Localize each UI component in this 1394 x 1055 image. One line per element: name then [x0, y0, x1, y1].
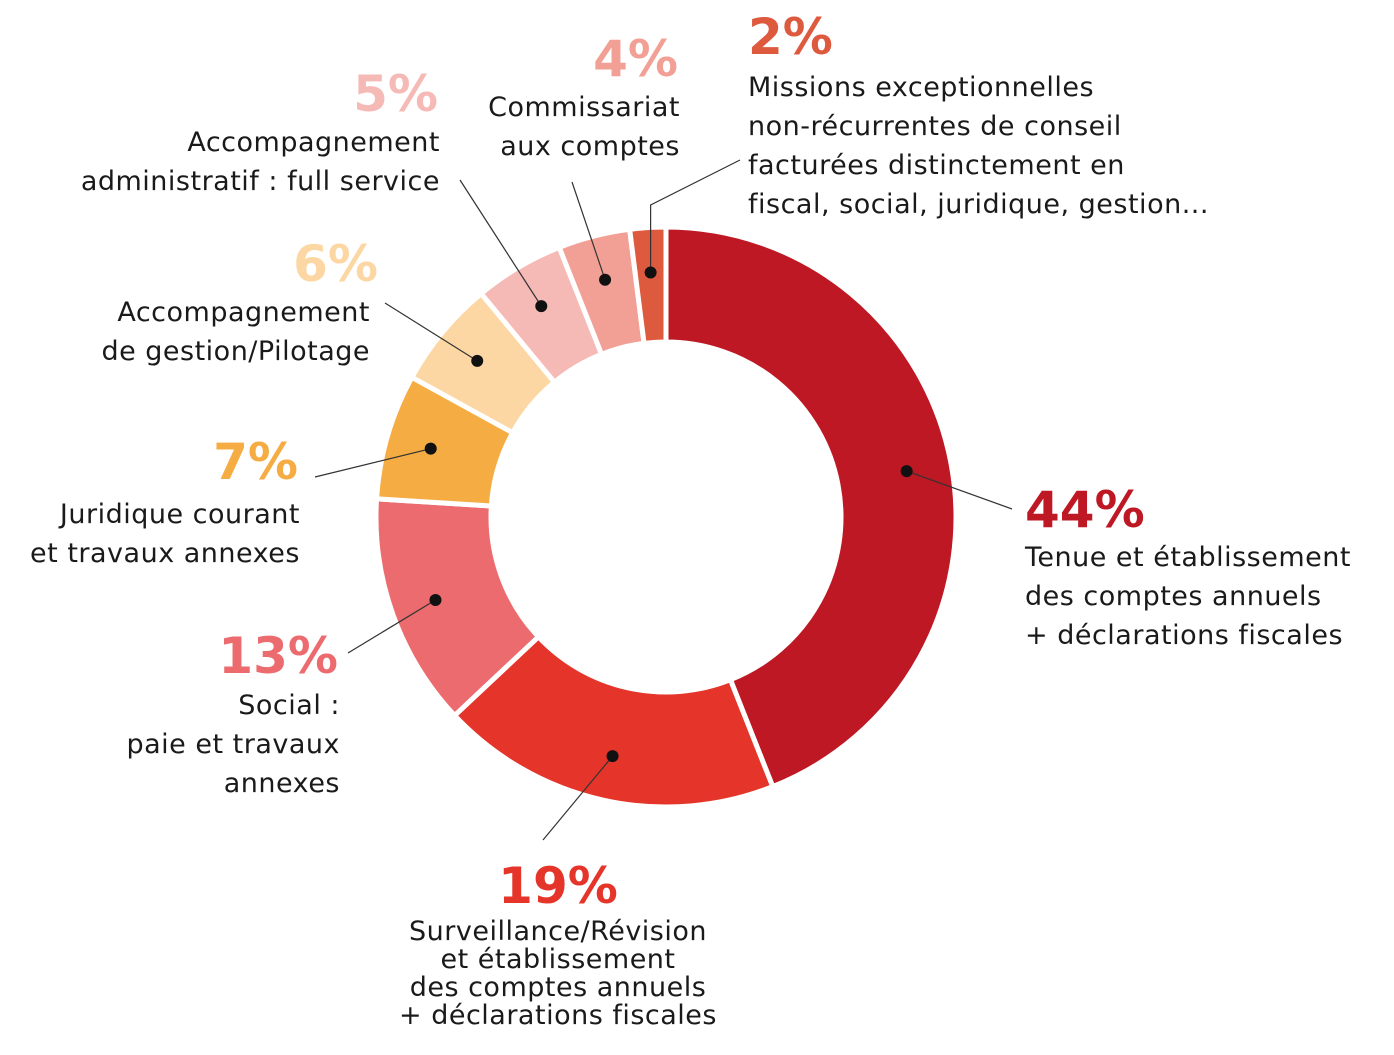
slice-label: Accompagnement administratif : full serv… — [80, 127, 440, 197]
leader-dot — [471, 354, 484, 367]
donut-slice — [626, 224, 669, 347]
slice-label: Social : paie et travaux annexes — [126, 690, 340, 799]
leader-line — [571, 181, 606, 280]
leader-line — [384, 302, 478, 362]
percent-label: 6% — [293, 235, 378, 293]
slice-label: Missions exceptionnelles non-récurrentes… — [748, 72, 1209, 220]
percent-label: 13% — [218, 627, 338, 685]
percent-label: 2% — [748, 8, 833, 66]
leader-dot — [900, 465, 913, 478]
leader-dot — [535, 300, 548, 313]
leader-line — [650, 159, 741, 273]
percent-label: 44% — [1025, 481, 1145, 539]
leader-line — [347, 599, 436, 654]
donut-slice — [451, 633, 777, 810]
percent-label: 5% — [353, 65, 438, 123]
leader-dot — [644, 266, 657, 279]
percent-label: 7% — [213, 433, 298, 491]
percent-label: 19% — [498, 857, 618, 915]
leader-dot — [424, 442, 437, 455]
slice-label: Accompagnement de gestion/Pilotage — [101, 297, 370, 367]
percent-label: 4% — [593, 30, 678, 88]
leader-line — [906, 470, 1013, 510]
leader-line — [314, 448, 431, 478]
slice-label: Juridique courant et travaux annexes — [30, 499, 300, 569]
slice-label: Tenue et établissement des comptes annue… — [1025, 542, 1351, 651]
donut-slice — [663, 224, 959, 790]
slice-label: Surveillance/Révision et établissement d… — [398, 916, 717, 1031]
leader-dot — [606, 750, 619, 763]
leader-dot — [429, 593, 442, 606]
leader-line — [542, 755, 614, 841]
leader-line — [459, 179, 542, 307]
leader-dot — [599, 273, 612, 286]
slice-label: Commissariat aux comptes — [488, 92, 680, 162]
